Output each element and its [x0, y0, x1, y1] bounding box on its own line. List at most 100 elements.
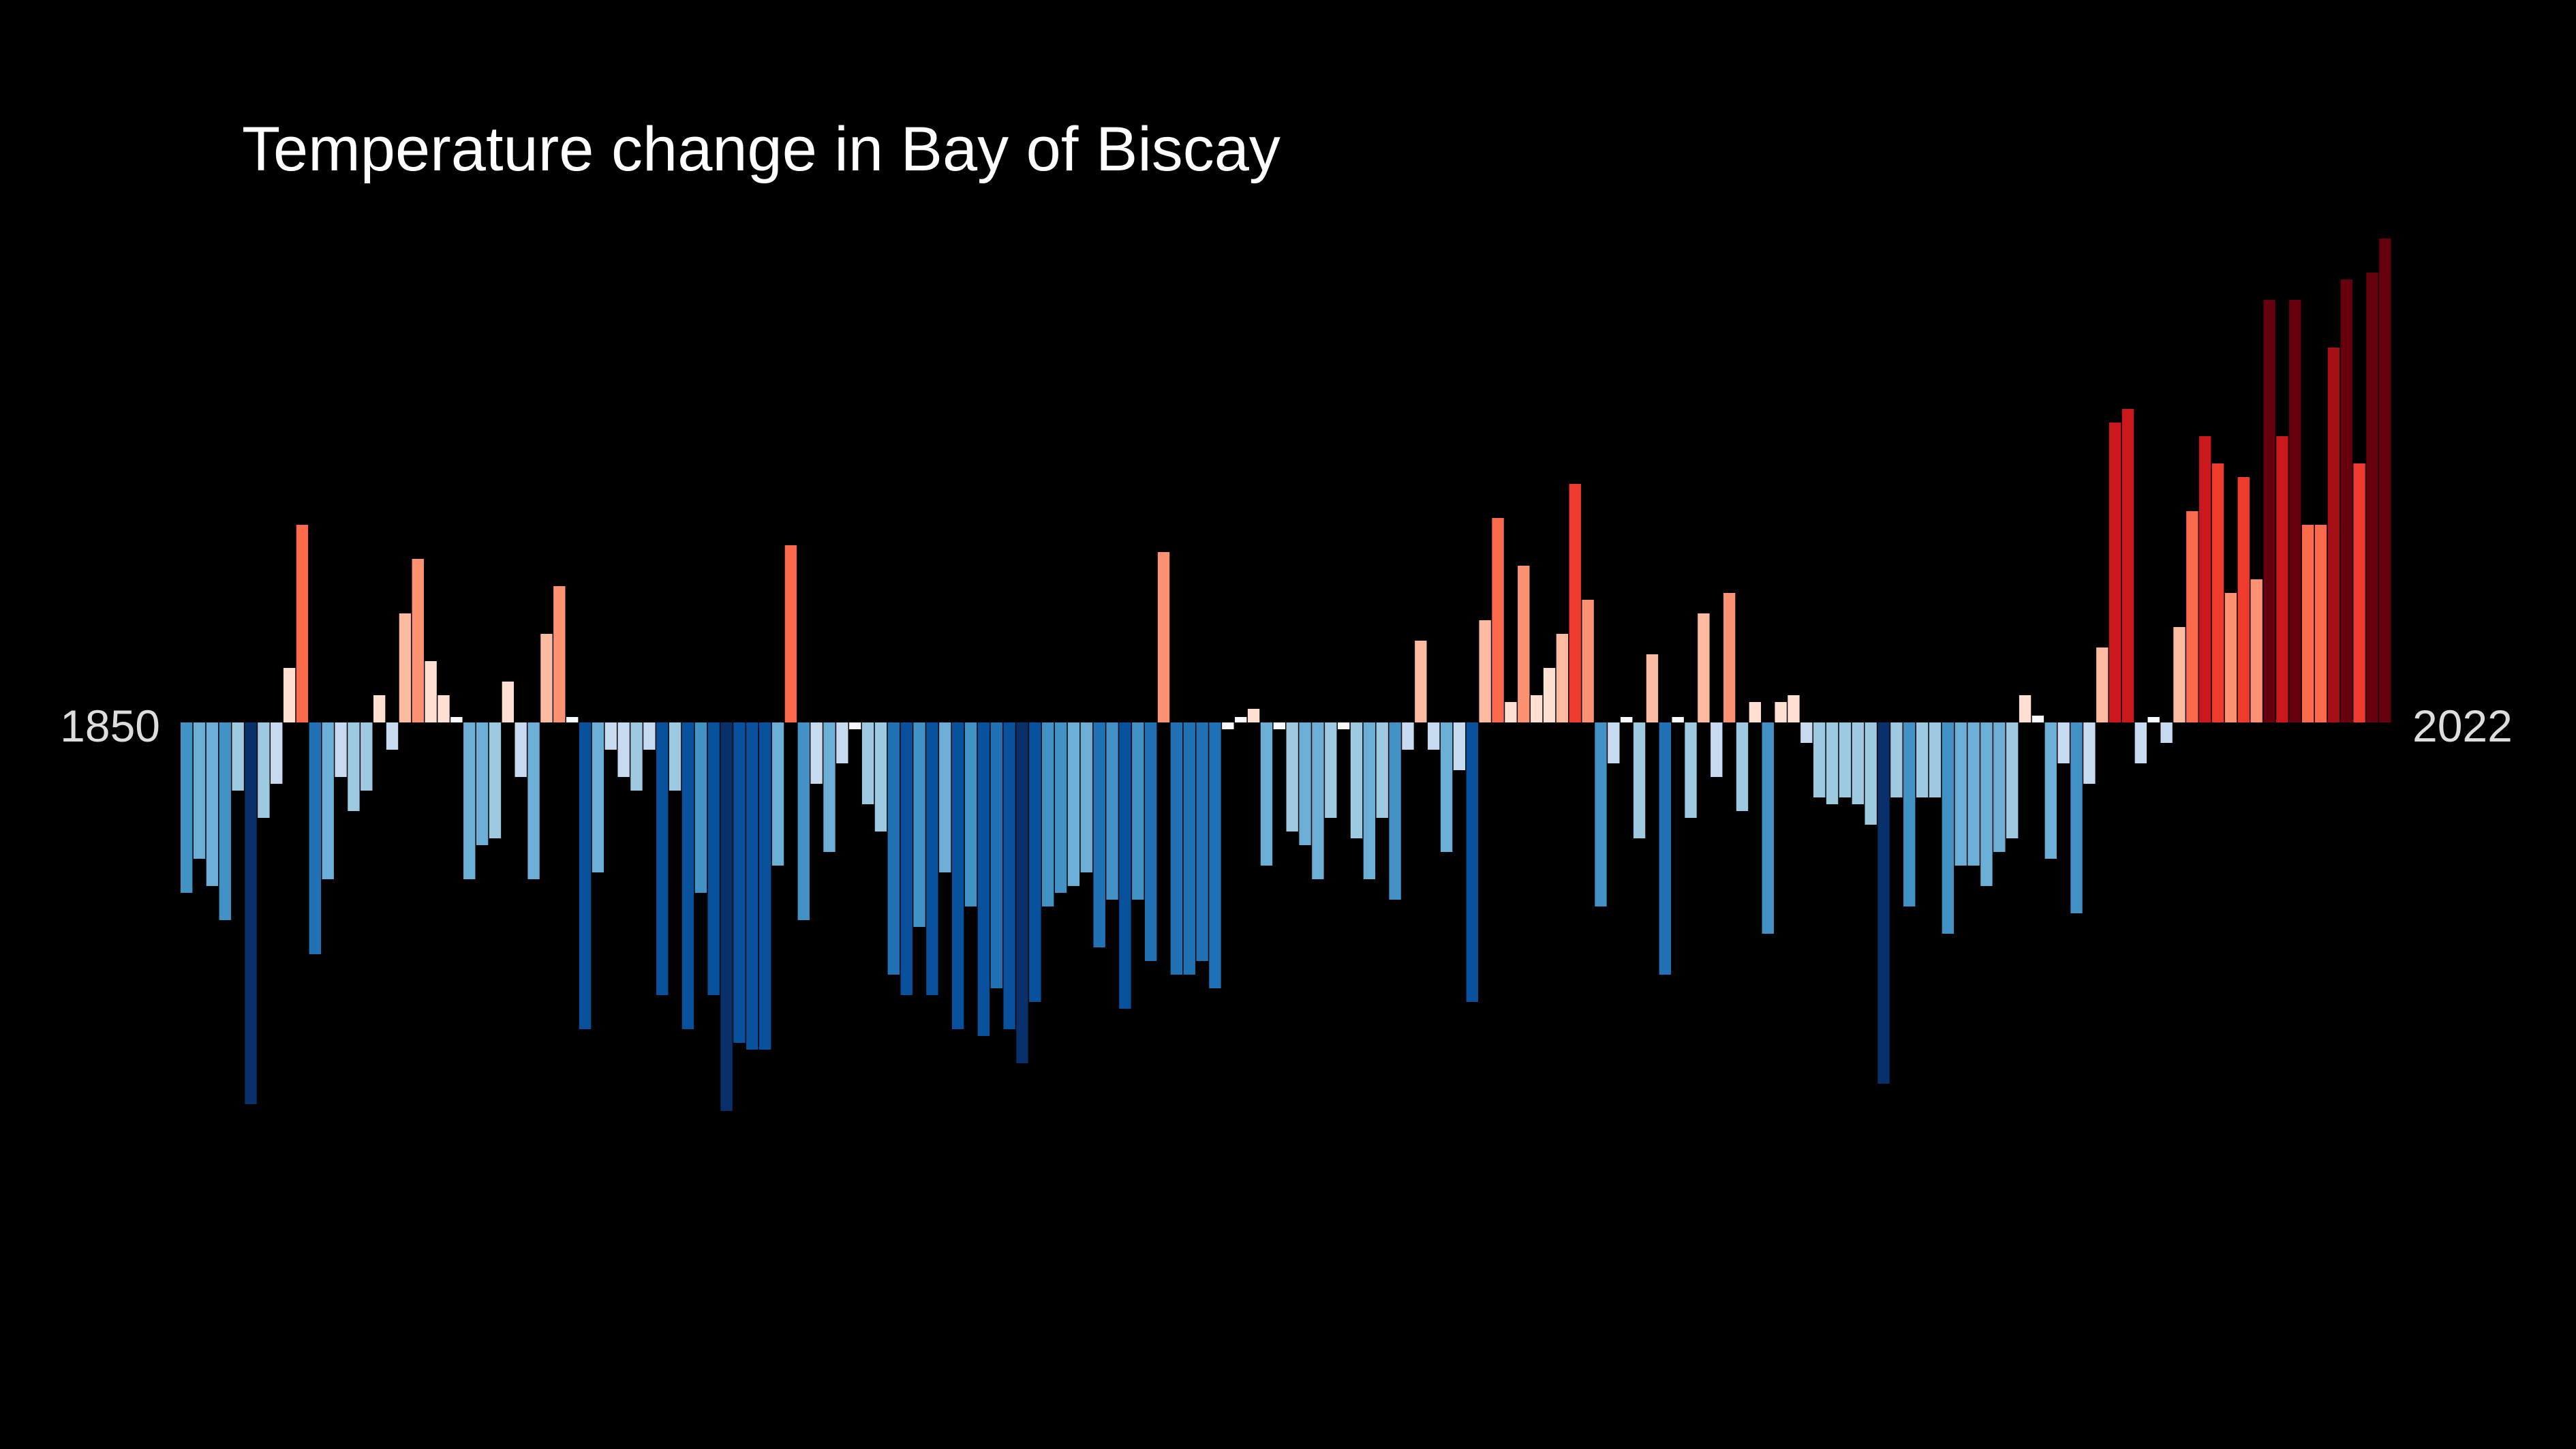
bar-1940 — [1337, 722, 1350, 729]
bar-1937 — [1299, 722, 1311, 845]
bar-1966 — [1672, 717, 1684, 722]
bar-1957 — [1556, 634, 1569, 722]
bar-1865 — [373, 695, 386, 722]
bar-1862 — [335, 722, 347, 777]
bar-1908 — [926, 722, 938, 995]
bar-1938 — [1312, 722, 1324, 879]
bar-1860 — [309, 722, 322, 954]
chart-title: Temperature change in Bay of Biscay — [242, 115, 1281, 184]
bar-1877 — [527, 722, 540, 879]
bar-1976 — [1800, 722, 1813, 743]
bar-1878 — [540, 634, 553, 722]
bar-1890 — [694, 722, 707, 893]
bar-1864 — [361, 722, 373, 791]
bar-1971 — [1736, 722, 1749, 811]
bar-1926 — [1157, 552, 1170, 722]
bar-1861 — [322, 722, 334, 879]
bar-1980 — [1852, 722, 1864, 804]
bar-1883 — [604, 722, 617, 750]
bar-1889 — [681, 722, 694, 1029]
bar-1954 — [1518, 566, 1530, 722]
bar-1867 — [399, 613, 412, 722]
bar-1997 — [2070, 722, 2083, 913]
bar-2016 — [2314, 525, 2327, 722]
bar-1942 — [1363, 722, 1376, 879]
bar-2008 — [2211, 463, 2224, 722]
bar-2004 — [2160, 722, 2173, 743]
bar-1994 — [2031, 716, 2044, 722]
bar-1943 — [1376, 722, 1388, 818]
bar-1899 — [810, 722, 823, 784]
bar-1851 — [193, 722, 206, 859]
bar-1909 — [939, 722, 951, 872]
bar-2006 — [2186, 511, 2198, 722]
bar-1914 — [1003, 722, 1015, 1029]
bar-1950 — [1466, 722, 1478, 1002]
bar-1946 — [1415, 641, 1427, 722]
bar-1869 — [425, 661, 437, 722]
bar-1939 — [1325, 722, 1337, 818]
bar-1986 — [1929, 722, 1942, 797]
bar-1904 — [874, 722, 887, 832]
bar-1919 — [1067, 722, 1080, 886]
bar-1962 — [1621, 717, 1633, 722]
bar-1921 — [1093, 722, 1105, 947]
bar-1958 — [1569, 484, 1581, 722]
bar-1925 — [1144, 722, 1157, 961]
bar-1936 — [1286, 722, 1298, 832]
bar-1935 — [1273, 722, 1285, 729]
bar-1970 — [1723, 593, 1736, 722]
bar-1947 — [1428, 722, 1440, 750]
bar-1880 — [566, 717, 579, 722]
bar-1897 — [784, 545, 797, 722]
bar-1989 — [1967, 722, 1980, 866]
bar-1941 — [1350, 722, 1363, 838]
bar-1953 — [1505, 702, 1517, 722]
bar-2014 — [2289, 300, 2301, 722]
bar-1979 — [1839, 722, 1852, 797]
bar-2018 — [2340, 279, 2352, 722]
bar-2007 — [2199, 436, 2211, 722]
bar-1898 — [797, 722, 810, 920]
bar-1850 — [181, 722, 193, 893]
bar-1929 — [1196, 722, 1208, 961]
bar-2010 — [2237, 477, 2250, 722]
bar-1990 — [1980, 722, 1993, 886]
bar-2020 — [2366, 273, 2378, 722]
bar-1949 — [1453, 722, 1466, 770]
bar-1981 — [1865, 722, 1877, 825]
bar-1859 — [296, 525, 309, 722]
bar-1917 — [1042, 722, 1054, 906]
bar-1922 — [1106, 722, 1118, 900]
bar-1855 — [245, 722, 257, 1104]
bar-1993 — [2019, 695, 2031, 722]
bar-1900 — [823, 722, 835, 852]
bar-1913 — [990, 722, 1002, 988]
bar-1871 — [450, 717, 463, 722]
bar-1934 — [1260, 722, 1273, 866]
bar-1960 — [1595, 722, 1607, 906]
bar-1985 — [1916, 722, 1929, 797]
bar-1910 — [951, 722, 964, 1029]
bar-1879 — [553, 586, 566, 722]
bar-1944 — [1389, 722, 1401, 900]
bar-1927 — [1170, 722, 1183, 975]
bar-1886 — [643, 722, 656, 750]
bar-1882 — [592, 722, 604, 872]
bars-group — [181, 239, 2391, 1111]
bar-1978 — [1826, 722, 1839, 804]
bar-1931 — [1222, 722, 1234, 729]
bar-1891 — [707, 722, 720, 995]
bar-1903 — [861, 722, 874, 804]
bar-1881 — [579, 722, 592, 1029]
bar-1892 — [720, 722, 733, 1111]
bar-1858 — [283, 668, 296, 722]
bar-1932 — [1235, 717, 1247, 722]
bar-1902 — [849, 722, 861, 729]
bar-2005 — [2173, 627, 2186, 722]
bar-2009 — [2224, 593, 2237, 722]
bar-1933 — [1247, 709, 1260, 722]
bar-1956 — [1543, 668, 1556, 722]
bar-1983 — [1890, 722, 1903, 797]
